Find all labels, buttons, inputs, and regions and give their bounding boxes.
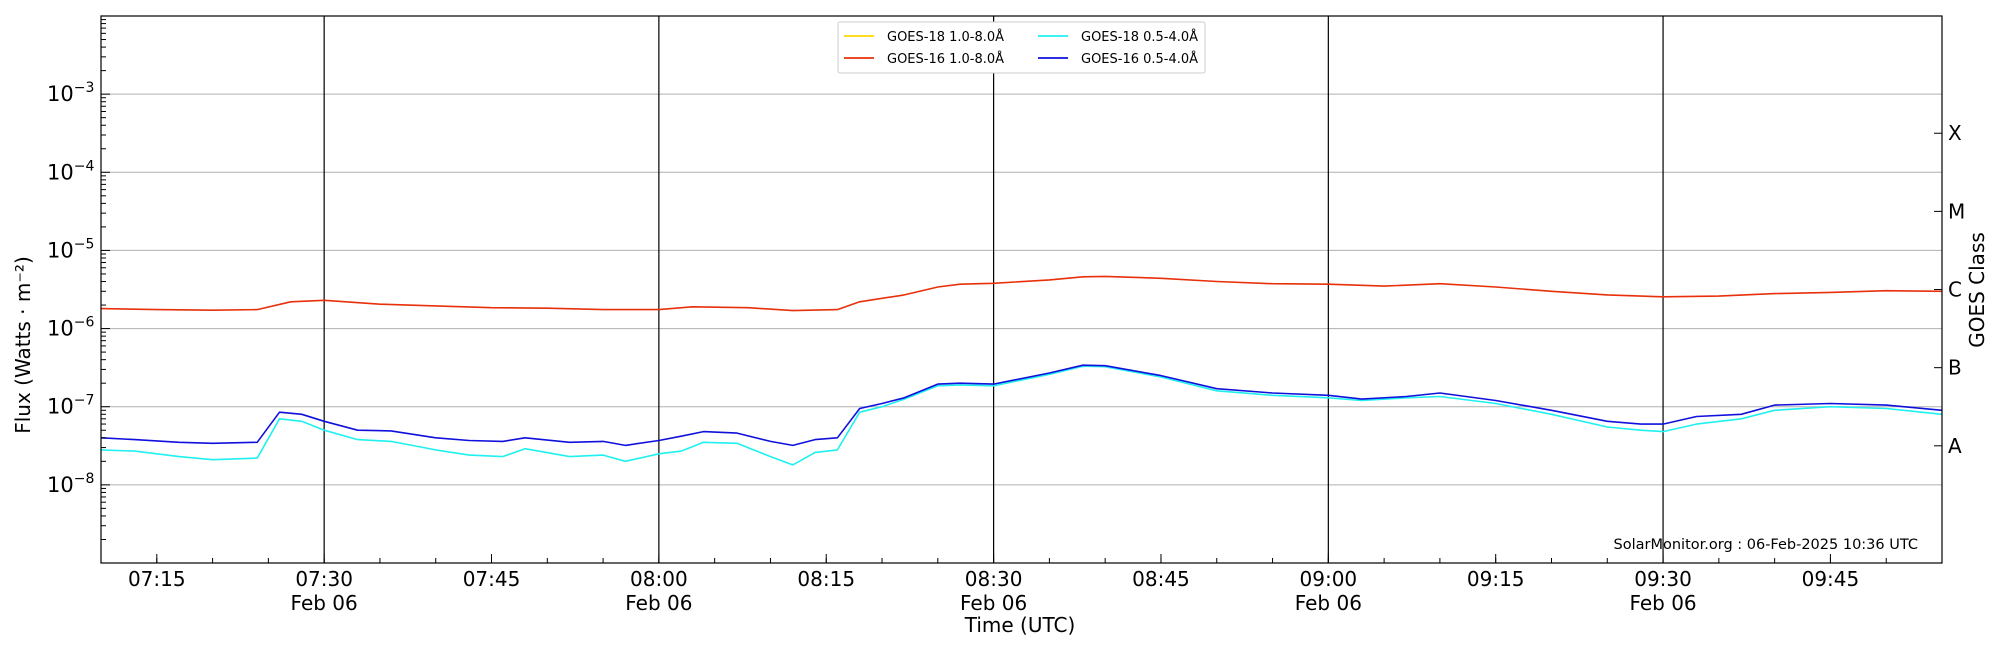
x-tick-date-label: Feb 06 [291, 591, 358, 615]
watermark: SolarMonitor.org : 06-Feb-2025 10:36 UTC [1614, 537, 1918, 553]
x-tick-label: 08:45 [1132, 567, 1190, 591]
y-tick-label: 10−3 [47, 80, 94, 106]
y-axis-ticks: 10−8 10−7 10−6 10−5 10−4 10−3 [47, 19, 110, 540]
grid-lines [101, 93, 1942, 486]
x-tick-label: 09:30 [1634, 567, 1692, 591]
series-line [100, 364, 1943, 447]
class-label: B [1948, 356, 1962, 380]
x-axis-label: Time (UTC) [964, 613, 1076, 637]
y-tick-label: 10−6 [47, 315, 94, 341]
x-tick-date-label: Feb 06 [625, 591, 692, 615]
class-label: C [1948, 278, 1962, 302]
x-tick-date-label: Feb 06 [1295, 591, 1362, 615]
y-tick-label: 10−8 [47, 471, 94, 497]
legend-label: GOES-16 0.5-4.0Å [1081, 51, 1198, 67]
class-label: M [1948, 199, 1965, 223]
class-label: X [1948, 121, 1962, 145]
series-lines [100, 275, 1943, 466]
series-line [100, 365, 1943, 466]
y-tick-label: 10−5 [47, 236, 94, 262]
x-tick-label: 08:00 [630, 567, 688, 591]
x-tick-label: 08:15 [797, 567, 855, 591]
x-tick-date-label: Feb 06 [960, 591, 1027, 615]
legend-label: GOES-18 0.5-4.0Å [1081, 29, 1198, 45]
goes-class-labels: X M C B A [1934, 121, 1965, 458]
y-axis-label: Flux (Watts · m⁻²) [11, 256, 35, 434]
y-tick-label: 10−4 [47, 158, 94, 184]
x-tick-label: 09:15 [1467, 567, 1525, 591]
plot-frame [100, 15, 1943, 564]
x-tick-label: 07:15 [128, 567, 186, 591]
y-tick-label: 10−7 [47, 393, 94, 419]
x-tick-label: 09:45 [1802, 567, 1860, 591]
x-tick-label: 09:00 [1300, 567, 1358, 591]
time-marker-lines [323, 16, 1664, 563]
series-line [100, 275, 1943, 312]
x-tick-label: 07:45 [463, 567, 521, 591]
x-tick-label: 07:30 [295, 567, 353, 591]
legend: GOES-18 1.0-8.0Å GOES-16 1.0-8.0Å GOES-18 … [837, 21, 1206, 74]
legend-box [837, 21, 1206, 74]
legend-label: GOES-18 1.0-8.0Å [887, 29, 1004, 45]
goes-class-axis-label: GOES Class [1965, 232, 1989, 348]
x-tick-label: 08:30 [965, 567, 1023, 591]
x-tick-date-label: Feb 06 [1629, 591, 1696, 615]
legend-label: GOES-16 1.0-8.0Å [887, 51, 1004, 67]
class-label: A [1948, 434, 1962, 458]
